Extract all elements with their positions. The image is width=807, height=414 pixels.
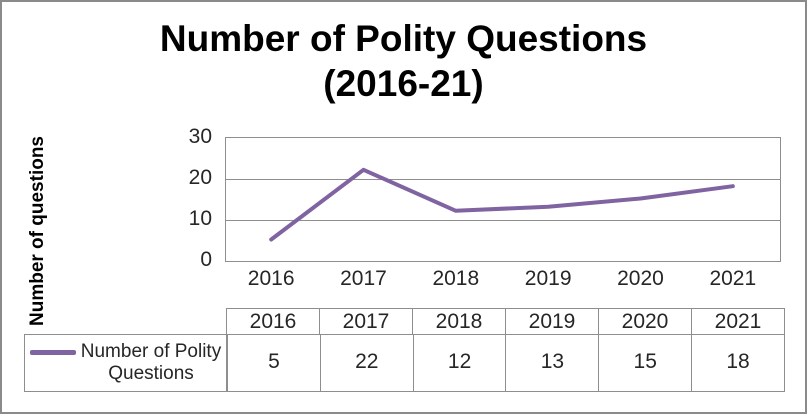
gridline [226,220,780,221]
x-tick-label: 2019 [524,267,572,290]
x-axis-ticks: 2016 2017 2018 2019 2020 2021 [225,266,779,291]
series-line [269,167,735,242]
table-header-cell: 2018 [412,309,505,334]
table-value-cell: 13 [505,335,598,391]
legend-cell: Number of Polity Questions [25,335,227,391]
table-header-cell: 2020 [598,309,691,334]
data-table-row: Number of Polity Questions 5 22 12 13 15 18 [24,334,785,392]
y-tick-label: 10 [188,207,212,230]
legend-line-swatch [30,350,76,355]
table-value-cell: 18 [691,335,784,391]
table-header-cell: 2016 [249,310,297,333]
gridline [226,179,780,180]
chart-title: Number of Polity Questions (2016-21) [159,18,648,104]
y-axis-ticks: 0 10 20 30 [150,126,212,271]
table-value-cell: 5 [227,335,320,391]
x-tick-label: 2020 [617,267,664,290]
data-table-header-row: 2016 2017 2018 2019 2020 2021 [226,308,785,335]
y-tick-label: 20 [188,166,212,189]
y-tick-label: 0 [200,248,212,271]
x-tick-label: 2016 [247,267,295,290]
y-axis-title: Number of questions [27,135,48,327]
x-tick-label: 2018 [432,267,480,290]
table-value-cell: 12 [412,335,506,391]
table-header-cell: 2019 [505,309,598,334]
table-value-cell: 22 [319,335,413,391]
legend-label: Number of Polity Questions [80,341,222,384]
x-tick-label: 2017 [340,267,387,290]
table-header-cell: 2021 [691,309,784,334]
series-line-layer [269,167,735,242]
table-header-cell: 2017 [319,309,412,334]
y-tick-label: 30 [188,125,212,148]
x-tick-label: 2021 [709,267,757,290]
table-value-cell: 15 [598,335,691,391]
plot-area [225,137,781,262]
